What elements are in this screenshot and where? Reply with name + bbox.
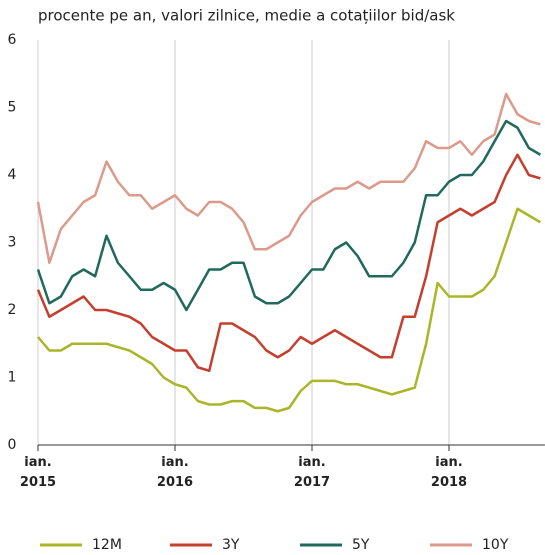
y-tick-label: 2 xyxy=(8,302,17,318)
legend-label: 10Y xyxy=(482,537,509,553)
series-line xyxy=(36,119,542,312)
y-tick-label: 3 xyxy=(8,235,17,251)
series-line xyxy=(36,92,541,264)
y-tick-label: 6 xyxy=(8,32,17,48)
series-line xyxy=(36,153,541,372)
y-tick-label: 5 xyxy=(8,100,17,116)
series-line xyxy=(37,207,542,413)
x-tick-label: ian. 2015 xyxy=(19,455,57,490)
x-tick-label: ian. 2017 xyxy=(293,455,331,490)
y-tick-label: 0 xyxy=(8,437,17,453)
chart-title: procente pe an, valori zilnice, medie a … xyxy=(38,7,455,25)
x-tick-label: ian. 2018 xyxy=(430,455,468,490)
legend-label: 3Y xyxy=(222,537,240,553)
y-tick-label: 4 xyxy=(8,167,17,183)
legend-label: 5Y xyxy=(352,537,370,553)
y-tick-label: 1 xyxy=(8,370,17,386)
x-tick-label: ian. 2016 xyxy=(156,455,194,490)
legend-label: 12M xyxy=(92,537,122,553)
